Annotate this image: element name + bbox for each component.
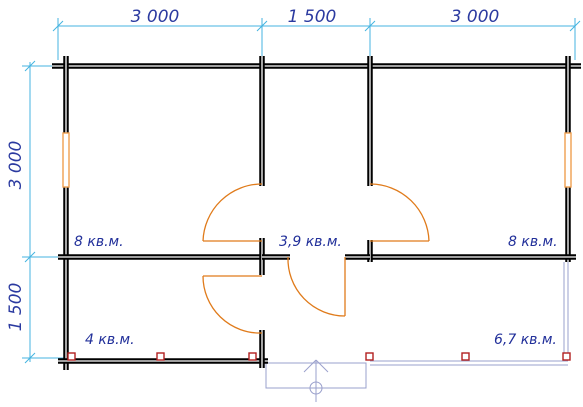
walls [52, 56, 581, 370]
terrace-post [156, 352, 165, 361]
dimension-label-left-top: 3 000 [6, 141, 26, 190]
dimension-label-left-bottom: 1 500 [6, 283, 26, 332]
door-room-top-right [369, 183, 430, 242]
entrance-steps [265, 359, 367, 402]
terrace-railing [370, 262, 569, 366]
dimension-label-top-left: 3 000 [131, 7, 180, 27]
terrace-post [461, 352, 470, 361]
dimension-label-top-right: 3 000 [451, 7, 500, 27]
room-area-top-right: 8 кв.м. [508, 234, 558, 250]
room-area-bottom-left: 4 кв.м. [85, 332, 135, 348]
window-right [564, 132, 572, 188]
door-small-room [202, 275, 263, 334]
room-area-top-left: 8 кв.м. [74, 234, 124, 250]
room-area-hall: 3,9 кв.м. [279, 234, 342, 250]
door-room-top-left [202, 183, 263, 242]
left-dimension-chain: 3 000 1 500 [6, 60, 66, 364]
terrace-post [248, 352, 257, 361]
terrace-post [67, 352, 76, 361]
terrace-post [562, 352, 571, 361]
dimension-label-top-middle: 1 500 [288, 7, 337, 27]
room-area-terrace: 6,7 кв.м. [494, 332, 557, 348]
door-entrance [287, 256, 346, 317]
top-dimension-chain: 3 000 1 500 3 000 [52, 7, 581, 60]
terrace-post [365, 352, 374, 361]
window-left [62, 132, 70, 188]
